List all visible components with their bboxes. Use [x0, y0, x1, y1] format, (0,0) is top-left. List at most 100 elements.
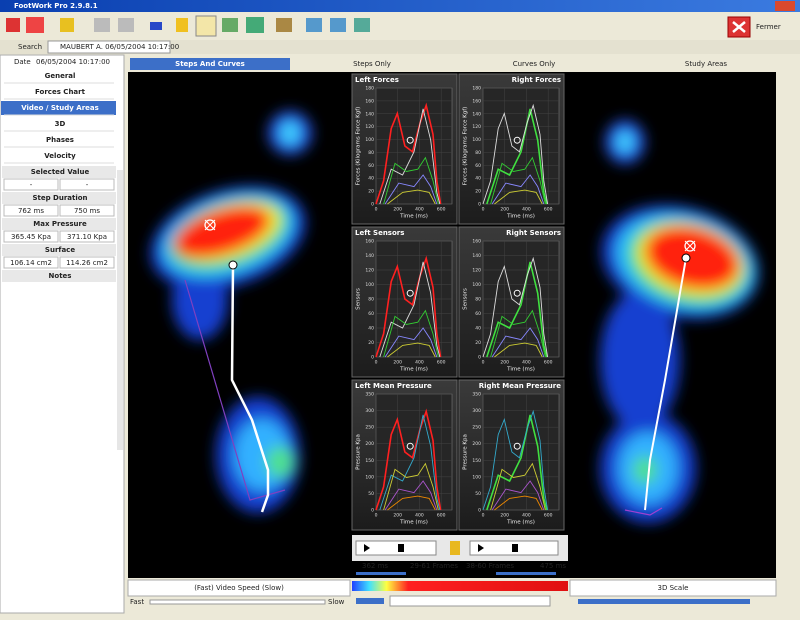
- scale-bar[interactable]: [578, 599, 750, 604]
- y-tick-label: 0: [478, 355, 481, 361]
- x-tick-label: 200: [393, 513, 402, 519]
- window-title: FootWork Pro 2.9.8.1: [14, 2, 98, 10]
- x-tick-label: 600: [437, 360, 446, 366]
- menu-item[interactable]: Velocity: [44, 152, 76, 160]
- speed-thumb[interactable]: [356, 598, 384, 604]
- x-tick-label: 600: [437, 207, 446, 213]
- metric-left: 762 ms: [18, 207, 44, 215]
- chart-title: Right Forces: [512, 76, 561, 84]
- menu-item[interactable]: Phases: [46, 136, 74, 144]
- value-box: [59, 230, 115, 243]
- tool-icon[interactable]: [60, 18, 74, 32]
- tab-active[interactable]: [130, 58, 290, 70]
- x-tick-label: 0: [482, 513, 485, 519]
- metric-right: 750 ms: [74, 207, 100, 215]
- value-box: [3, 256, 59, 269]
- chart-panel: Left Forces 0 20 40 60 80 100 120 140 160 180 0 200 4…: [351, 73, 458, 225]
- tool-icon[interactable]: [6, 18, 20, 32]
- y-tick-label: 100: [365, 137, 374, 143]
- y-tick-label: 60: [368, 163, 374, 169]
- tool-icon[interactable]: [118, 18, 134, 32]
- chart-panel: Left Sensors 0 20 40 60 80 100 120 140 160 0 200 400…: [351, 226, 458, 378]
- menu-item[interactable]: Forces Chart: [35, 88, 86, 96]
- y-tick-label: 350: [365, 392, 374, 398]
- y-tick-label: 160: [472, 98, 481, 104]
- tool-icon[interactable]: [354, 18, 370, 32]
- view-tab[interactable]: Steps And Curves: [175, 60, 245, 68]
- notes-title: Notes: [49, 272, 72, 280]
- y-tick-label: 140: [365, 111, 374, 117]
- slow-label: Slow: [328, 598, 345, 606]
- x-tick-label: 600: [437, 513, 446, 519]
- y-axis-label: Sensors: [356, 288, 362, 310]
- y-tick-label: 120: [365, 124, 374, 130]
- cursor-dot: [513, 442, 521, 450]
- y-tick-label: 80: [368, 297, 374, 303]
- close-label[interactable]: Fermer: [756, 23, 781, 31]
- tool-icon[interactable]: [150, 22, 162, 30]
- selected-value-right: -: [86, 181, 89, 189]
- section-header: [2, 218, 116, 230]
- menu-item[interactable]: Video / Study Areas: [21, 104, 99, 112]
- playback-buttons: [355, 540, 559, 556]
- left-player[interactable]: [355, 540, 437, 556]
- decorative-curve: [383, 309, 439, 358]
- tool-icon[interactable]: [176, 18, 188, 32]
- x-tick-label: 400: [415, 207, 424, 213]
- menu-item[interactable]: General: [45, 72, 76, 80]
- y-tick-label: 40: [475, 326, 481, 332]
- decorative-curve: [482, 409, 549, 511]
- scale-slider[interactable]: [389, 595, 551, 607]
- y-tick-label: 300: [365, 408, 374, 414]
- y-tick-label: 60: [475, 163, 481, 169]
- date-value: 06/05/2004 10:17:00: [36, 58, 110, 66]
- y-tick-label: 180: [365, 86, 374, 92]
- decorative-curve: [494, 495, 543, 511]
- search-row: [0, 40, 800, 54]
- patient-tab-label[interactable]: MAUBERT A. 06/05/2004 10:17:00: [60, 43, 179, 51]
- view-tab[interactable]: Curves Only: [513, 60, 556, 68]
- search-button[interactable]: Search: [18, 43, 42, 51]
- right-trajectory: [624, 240, 696, 516]
- tool-icon[interactable]: [246, 17, 264, 33]
- close-button[interactable]: Fermer: [727, 16, 781, 38]
- menu-item[interactable]: 3D: [55, 120, 66, 128]
- lock-icon[interactable]: [450, 541, 460, 555]
- tool-icon[interactable]: [330, 18, 346, 32]
- view-tab[interactable]: Steps Only: [353, 60, 391, 68]
- left-time: 362 ms: [362, 562, 388, 570]
- tool-icon[interactable]: [276, 18, 292, 32]
- section-header: [2, 166, 116, 178]
- cursor-dot: [406, 289, 414, 297]
- y-tick-label: 140: [472, 111, 481, 117]
- tool-icon[interactable]: [94, 18, 110, 32]
- y-tick-label: 100: [472, 474, 481, 480]
- sidebar-scrollbar[interactable]: [117, 170, 123, 450]
- video-speed-box: [127, 579, 351, 597]
- window-close[interactable]: [775, 1, 795, 11]
- y-tick-label: 150: [365, 458, 374, 464]
- y-tick-label: 80: [368, 150, 374, 156]
- section-header: [2, 244, 116, 256]
- speed-slider[interactable]: [149, 599, 326, 605]
- view-tab[interactable]: Study Areas: [685, 60, 728, 68]
- decorative-curve: [482, 256, 549, 358]
- section-header: [2, 270, 116, 282]
- decorative-curve: [387, 342, 436, 358]
- y-tick-label: 160: [365, 239, 374, 245]
- right-progress: [496, 572, 556, 575]
- tool-icon[interactable]: [195, 15, 217, 37]
- scale-box: [569, 579, 777, 597]
- decorative-curve: [387, 495, 436, 511]
- x-tick-label: 200: [393, 207, 402, 213]
- y-tick-label: 0: [478, 508, 481, 514]
- tool-icon[interactable]: [306, 18, 322, 32]
- metric-left: 365.45 Kpa: [11, 233, 51, 241]
- patient-tab[interactable]: [47, 40, 171, 54]
- x-tick-label: 400: [522, 513, 531, 519]
- tool-icon[interactable]: [222, 18, 238, 32]
- tool-icon[interactable]: [26, 17, 44, 33]
- y-tick-label: 120: [472, 124, 481, 130]
- y-tick-label: 150: [472, 458, 481, 464]
